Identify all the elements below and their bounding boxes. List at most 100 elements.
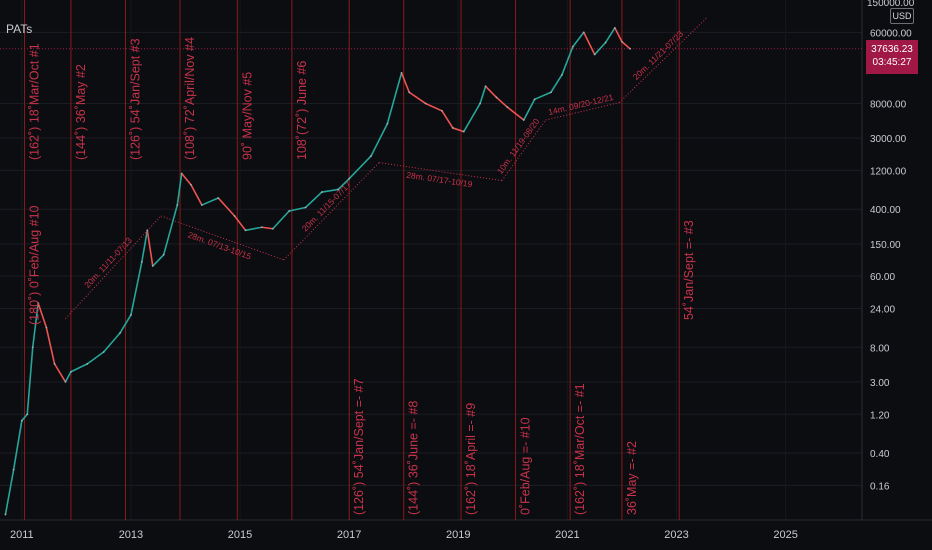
price-segment bbox=[261, 226, 273, 230]
price-segment bbox=[523, 98, 536, 121]
price-segment bbox=[408, 91, 426, 105]
price-segment bbox=[452, 127, 464, 133]
bottom-cycle-label: 36˚May =- #2 bbox=[625, 441, 639, 515]
top-cycle-label: (108˚) 72˚April/Nov #4 bbox=[183, 37, 197, 160]
x-tick-label: 2021 bbox=[555, 529, 579, 541]
price-segment bbox=[233, 215, 247, 231]
price-segment bbox=[614, 27, 623, 43]
price-segment bbox=[190, 184, 203, 206]
price-point bbox=[233, 215, 236, 217]
price-point bbox=[140, 260, 143, 263]
x-tick-label: 2015 bbox=[228, 529, 252, 541]
price-point bbox=[271, 227, 274, 230]
price-point bbox=[484, 85, 487, 88]
price-point bbox=[217, 197, 220, 199]
price-point bbox=[130, 314, 132, 316]
price-segment bbox=[4, 469, 15, 515]
x-tick-label: 2017 bbox=[337, 529, 361, 541]
price-point bbox=[582, 31, 585, 34]
price-point bbox=[522, 119, 525, 121]
price-segment bbox=[12, 420, 23, 470]
price-point bbox=[621, 40, 623, 43]
y-tick-label: 3000.00 bbox=[870, 134, 907, 145]
price-point bbox=[151, 265, 154, 267]
y-axis: 60000.00 8000.00 3000.00 1200.00 400.00 150.0… bbox=[870, 28, 912, 492]
price-point bbox=[320, 191, 323, 193]
chart-title: PATs bbox=[6, 22, 33, 36]
price-point bbox=[370, 155, 372, 158]
price-point bbox=[479, 102, 482, 105]
price-segment bbox=[594, 41, 607, 56]
price-point bbox=[629, 47, 632, 50]
top-cycle-label: (162˚) 18˚Mar/Oct #1 bbox=[28, 43, 42, 160]
price-segment bbox=[386, 72, 403, 124]
mid-cycle-label: 54˚Jan/Sept =- #3 bbox=[682, 220, 696, 320]
currency-button[interactable]: USD bbox=[890, 8, 914, 24]
y-tick-label: 0.40 bbox=[870, 449, 890, 460]
price-segment bbox=[37, 302, 48, 328]
price-segment bbox=[441, 110, 454, 129]
current-price-badge: 37636.23 03:45:27 bbox=[866, 40, 918, 74]
grid bbox=[0, 0, 862, 520]
top-cycle-label: (126˚) 54˚Jan/Sept #3 bbox=[128, 38, 142, 160]
price-point bbox=[20, 419, 23, 422]
price-segment bbox=[425, 102, 443, 112]
price-segment bbox=[534, 91, 552, 101]
price-point bbox=[550, 91, 552, 94]
x-tick-label: 2025 bbox=[773, 529, 797, 541]
price-segment bbox=[583, 31, 596, 55]
price-segment bbox=[86, 351, 105, 365]
y-tick-label: 60000.00 bbox=[870, 28, 912, 39]
bottom-cycle-label: 0˚Feb/Aug =- #10 bbox=[519, 417, 533, 515]
price-point bbox=[533, 98, 536, 101]
price-segment bbox=[181, 172, 192, 186]
price-segment bbox=[26, 347, 34, 415]
price-segment bbox=[45, 327, 56, 365]
price-segment bbox=[370, 123, 389, 157]
price-segment bbox=[348, 155, 372, 180]
price-point bbox=[12, 468, 15, 471]
price-point bbox=[593, 53, 596, 56]
price-segment bbox=[130, 261, 143, 316]
trend-line bbox=[545, 102, 620, 121]
current-price: 37636.23 bbox=[871, 44, 913, 55]
price-segment bbox=[217, 197, 236, 217]
trend-line bbox=[501, 119, 546, 181]
price-segment bbox=[621, 41, 631, 50]
top-cycle-label: 90˚ May/Nov #5 bbox=[240, 72, 254, 160]
top-cycle-label: 108˚(72˚) June #6 bbox=[295, 61, 309, 160]
price-segment bbox=[337, 178, 350, 191]
price-segment bbox=[64, 371, 72, 383]
price-point bbox=[26, 413, 29, 416]
y-tick-label: 3.00 bbox=[870, 378, 890, 389]
price-point bbox=[31, 346, 34, 349]
price-segment bbox=[321, 188, 339, 193]
price-point bbox=[86, 362, 89, 365]
price-segment bbox=[119, 314, 132, 334]
price-segment bbox=[272, 210, 290, 230]
price-point bbox=[337, 188, 340, 191]
price-segment bbox=[400, 72, 410, 93]
price-segment bbox=[479, 86, 487, 104]
y-tick-label: 8.00 bbox=[870, 343, 890, 354]
price-segment bbox=[152, 254, 165, 267]
price-point bbox=[571, 45, 574, 48]
trend-line bbox=[160, 215, 284, 261]
price-point bbox=[53, 362, 56, 365]
x-tick-label: 2023 bbox=[664, 529, 688, 541]
price-segment bbox=[70, 363, 88, 373]
price-series bbox=[4, 27, 632, 516]
price-point bbox=[441, 109, 443, 112]
price-point bbox=[200, 204, 203, 206]
price-point bbox=[119, 332, 121, 334]
price-segment bbox=[201, 197, 219, 206]
y-tick-label: 60.00 bbox=[870, 272, 895, 283]
price-point bbox=[244, 229, 247, 232]
y-tick-label: 8000.00 bbox=[870, 99, 907, 110]
bottom-cycle-label: (162˚) 18˚April =- #9 bbox=[464, 403, 478, 515]
price-point bbox=[348, 177, 351, 180]
price-segment bbox=[31, 302, 39, 348]
